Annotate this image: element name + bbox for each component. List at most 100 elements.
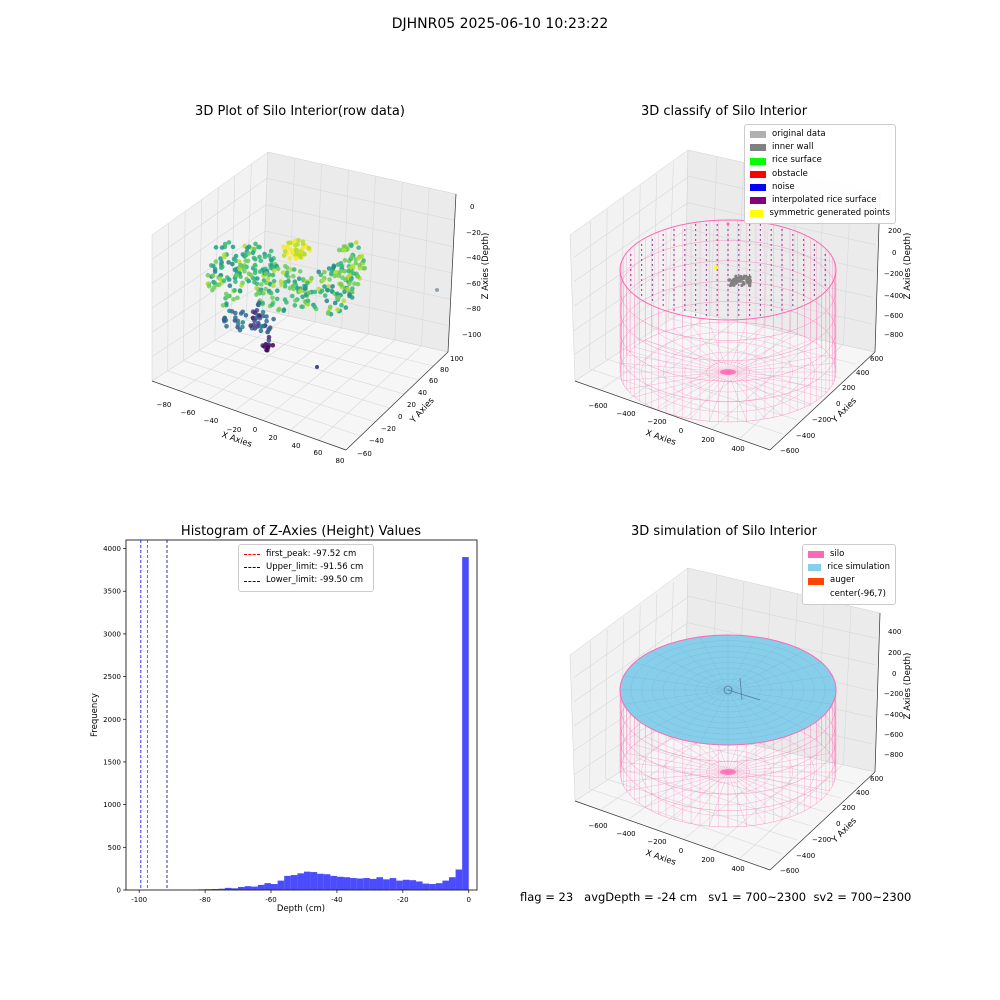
interpolated-point	[738, 274, 740, 276]
scatter-point	[335, 262, 341, 267]
scatter-point	[318, 289, 323, 295]
interpolated-point	[640, 289, 643, 291]
interpolated-point	[759, 249, 762, 251]
interpolated-point	[694, 314, 697, 316]
scatter-point	[240, 280, 245, 286]
interpolated-point	[651, 259, 654, 261]
interpolated-point	[759, 299, 762, 301]
histogram-bar	[330, 875, 337, 890]
interpolated-point	[662, 234, 664, 236]
scatter-point	[325, 288, 330, 293]
scatter-point	[222, 254, 227, 260]
interpolated-point	[673, 234, 675, 236]
scatter-point	[271, 256, 276, 261]
inner-wall-point	[745, 280, 749, 284]
silo-floor-spoke	[727, 720, 766, 773]
interpolated-point	[662, 259, 664, 261]
interpolated-point	[673, 254, 675, 256]
scatter-point	[281, 307, 287, 313]
scatter-point	[211, 263, 216, 269]
interpolated-point	[705, 259, 708, 261]
legend-swatch	[808, 591, 824, 598]
interpolated-point	[705, 279, 708, 281]
scatter-point	[350, 263, 356, 269]
legend-entry: obstacle	[750, 168, 890, 181]
interpolated-point	[770, 304, 772, 306]
interpolated-point	[770, 254, 772, 256]
p4-ytick: −200	[812, 836, 831, 844]
scatter-point	[239, 283, 244, 288]
interpolated-point	[738, 259, 740, 261]
scatter-point	[356, 245, 361, 250]
histogram-bar	[350, 878, 357, 890]
scatter-point	[305, 280, 310, 286]
scatter-point	[274, 263, 280, 269]
legend-entry: symmetric generated points	[750, 207, 890, 220]
scatter-point	[266, 343, 272, 348]
interpolated-point	[802, 239, 805, 241]
scatter-point	[336, 273, 342, 279]
interpolated-point	[727, 279, 729, 281]
scatter-point	[245, 258, 251, 264]
scatter-point	[346, 275, 352, 280]
scatter-point	[278, 279, 284, 284]
rice-mesh-line	[634, 662, 729, 691]
histogram-ticks: -100 -80 -60 -40 -20 0 0 500 1000 1500 2000 2500 300…	[103, 545, 471, 904]
interpolated-point	[770, 294, 772, 296]
interpolated-point	[748, 254, 751, 256]
interpolated-point	[770, 229, 772, 231]
histogram-legend: first_peak: -97.52 cm Upper_limit: -91.5…	[238, 544, 374, 592]
interpolated-point	[748, 299, 751, 301]
interpolated-point	[716, 269, 718, 271]
scatter-point	[293, 298, 298, 303]
p2-ztick: 0	[892, 249, 896, 257]
legend-label: noise	[772, 181, 795, 192]
scatter-point	[361, 258, 366, 263]
scatter-point	[232, 267, 238, 273]
interpolated-point	[673, 299, 675, 301]
scatter-point	[357, 254, 363, 259]
inner-wall-point	[739, 276, 743, 280]
scatter-point	[210, 287, 215, 293]
interpolated-point	[705, 254, 708, 256]
legend-line-swatch	[244, 554, 260, 556]
scatter-point	[231, 256, 237, 262]
rice-mesh-line	[673, 689, 729, 738]
avg-depth-readout: avgDepth = -24 cm	[584, 890, 698, 904]
scatter-point	[263, 269, 269, 275]
interpolated-point	[781, 284, 783, 286]
scatter-point	[244, 264, 249, 270]
interpolated-point	[705, 264, 708, 266]
interpolated-point	[651, 254, 654, 256]
scatter-point	[263, 269, 268, 274]
scatter-point	[261, 291, 266, 296]
p1-scatter-points	[205, 238, 439, 369]
scatter-point	[242, 243, 247, 249]
histogram-bar	[317, 873, 324, 890]
p4-ztick: 200	[888, 649, 901, 657]
scatter-point	[232, 275, 238, 281]
scatter-point	[241, 265, 247, 270]
scatter-point	[341, 298, 347, 304]
scatter-point	[267, 325, 273, 331]
scatter-point	[357, 262, 363, 268]
scatter-point	[350, 252, 356, 258]
rice-mesh-line	[634, 689, 729, 718]
silo-floor-spoke	[626, 771, 729, 792]
interpolated-point	[792, 239, 794, 241]
histogram-xlabel: Depth (cm)	[277, 904, 325, 914]
scatter-point	[309, 276, 314, 281]
interpolated-point	[662, 304, 664, 306]
p2-ztick: −400	[884, 292, 903, 300]
inner-wall-point	[746, 276, 751, 280]
scatter-point	[263, 286, 269, 292]
interpolated-point	[748, 294, 751, 296]
interpolated-point	[824, 269, 826, 271]
inner-wall-point	[747, 281, 751, 285]
interpolated-point	[781, 239, 783, 241]
scatter-point	[299, 248, 304, 253]
scatter-point	[335, 291, 340, 297]
interpolated-point	[792, 269, 794, 271]
scatter-point	[268, 262, 273, 268]
legend-label: original data	[772, 129, 826, 139]
